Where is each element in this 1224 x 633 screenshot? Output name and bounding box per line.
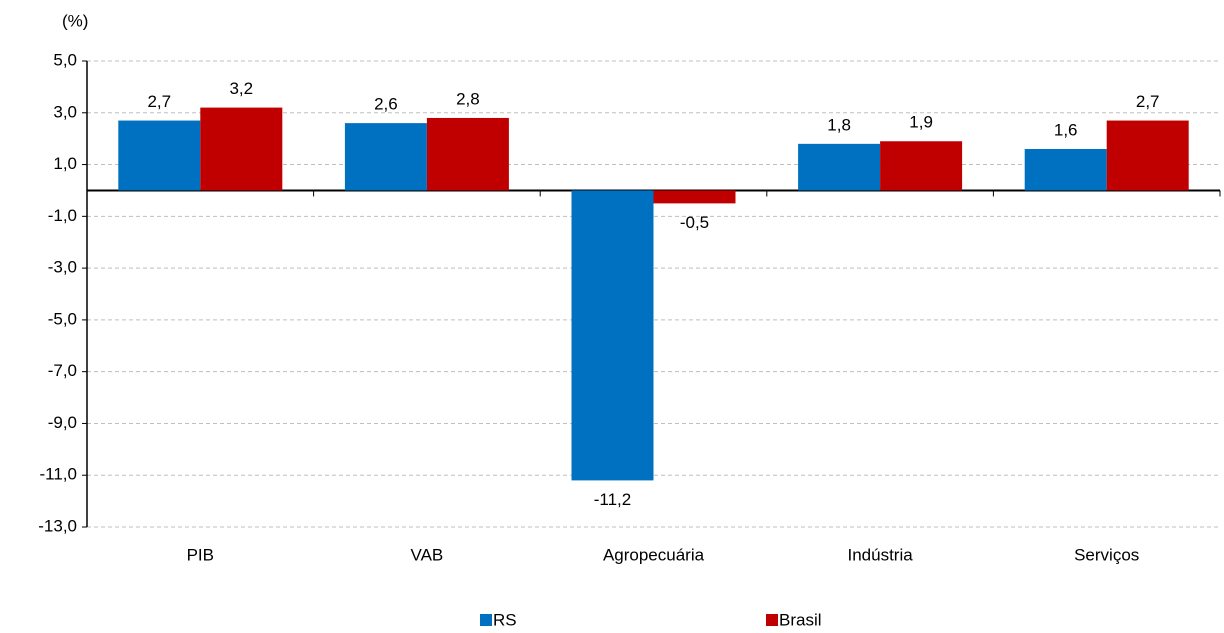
y-axis-label: (%) — [62, 11, 88, 30]
x-tick-label: Agropecuária — [603, 545, 705, 564]
value-label: -11,2 — [594, 490, 632, 509]
bar — [571, 190, 654, 481]
value-label: 2,8 — [456, 89, 480, 108]
value-label: 2,7 — [1136, 92, 1160, 111]
bar — [653, 190, 736, 204]
y-tick-label: -9,0 — [48, 413, 77, 432]
y-tick-label: 3,0 — [53, 102, 77, 121]
value-label: 3,2 — [229, 79, 253, 98]
y-tick-label: 5,0 — [53, 50, 77, 69]
x-tick-label: Indústria — [847, 545, 913, 564]
value-label: 1,9 — [909, 113, 933, 132]
bar — [118, 120, 201, 191]
bar — [200, 107, 283, 191]
x-tick-label: VAB — [411, 545, 444, 564]
x-tick-label: PIB — [187, 545, 214, 564]
y-tick-label: -1,0 — [48, 206, 77, 225]
y-tick-label: -11,0 — [40, 465, 78, 484]
bar — [426, 117, 509, 191]
bar — [798, 143, 881, 191]
y-tick-label: -5,0 — [48, 309, 77, 328]
y-tick-label: -3,0 — [48, 258, 77, 277]
legend-swatch — [480, 614, 492, 626]
bar — [1106, 120, 1189, 191]
legend-swatch — [766, 614, 778, 626]
value-label: 2,6 — [374, 95, 398, 114]
legend-label: Brasil — [779, 610, 822, 629]
y-tick-label: -13,0 — [38, 516, 77, 535]
value-label: 2,7 — [147, 92, 171, 111]
value-label: 1,8 — [827, 115, 851, 134]
bar — [344, 123, 427, 191]
value-label: -0,5 — [680, 213, 709, 232]
bar — [880, 141, 963, 191]
value-label: 1,6 — [1054, 121, 1078, 140]
bar — [1024, 149, 1107, 191]
y-tick-label: 1,0 — [53, 154, 77, 173]
x-tick-label: Serviços — [1074, 545, 1139, 564]
legend-label: RS — [493, 610, 517, 629]
y-tick-label: -7,0 — [48, 361, 77, 380]
